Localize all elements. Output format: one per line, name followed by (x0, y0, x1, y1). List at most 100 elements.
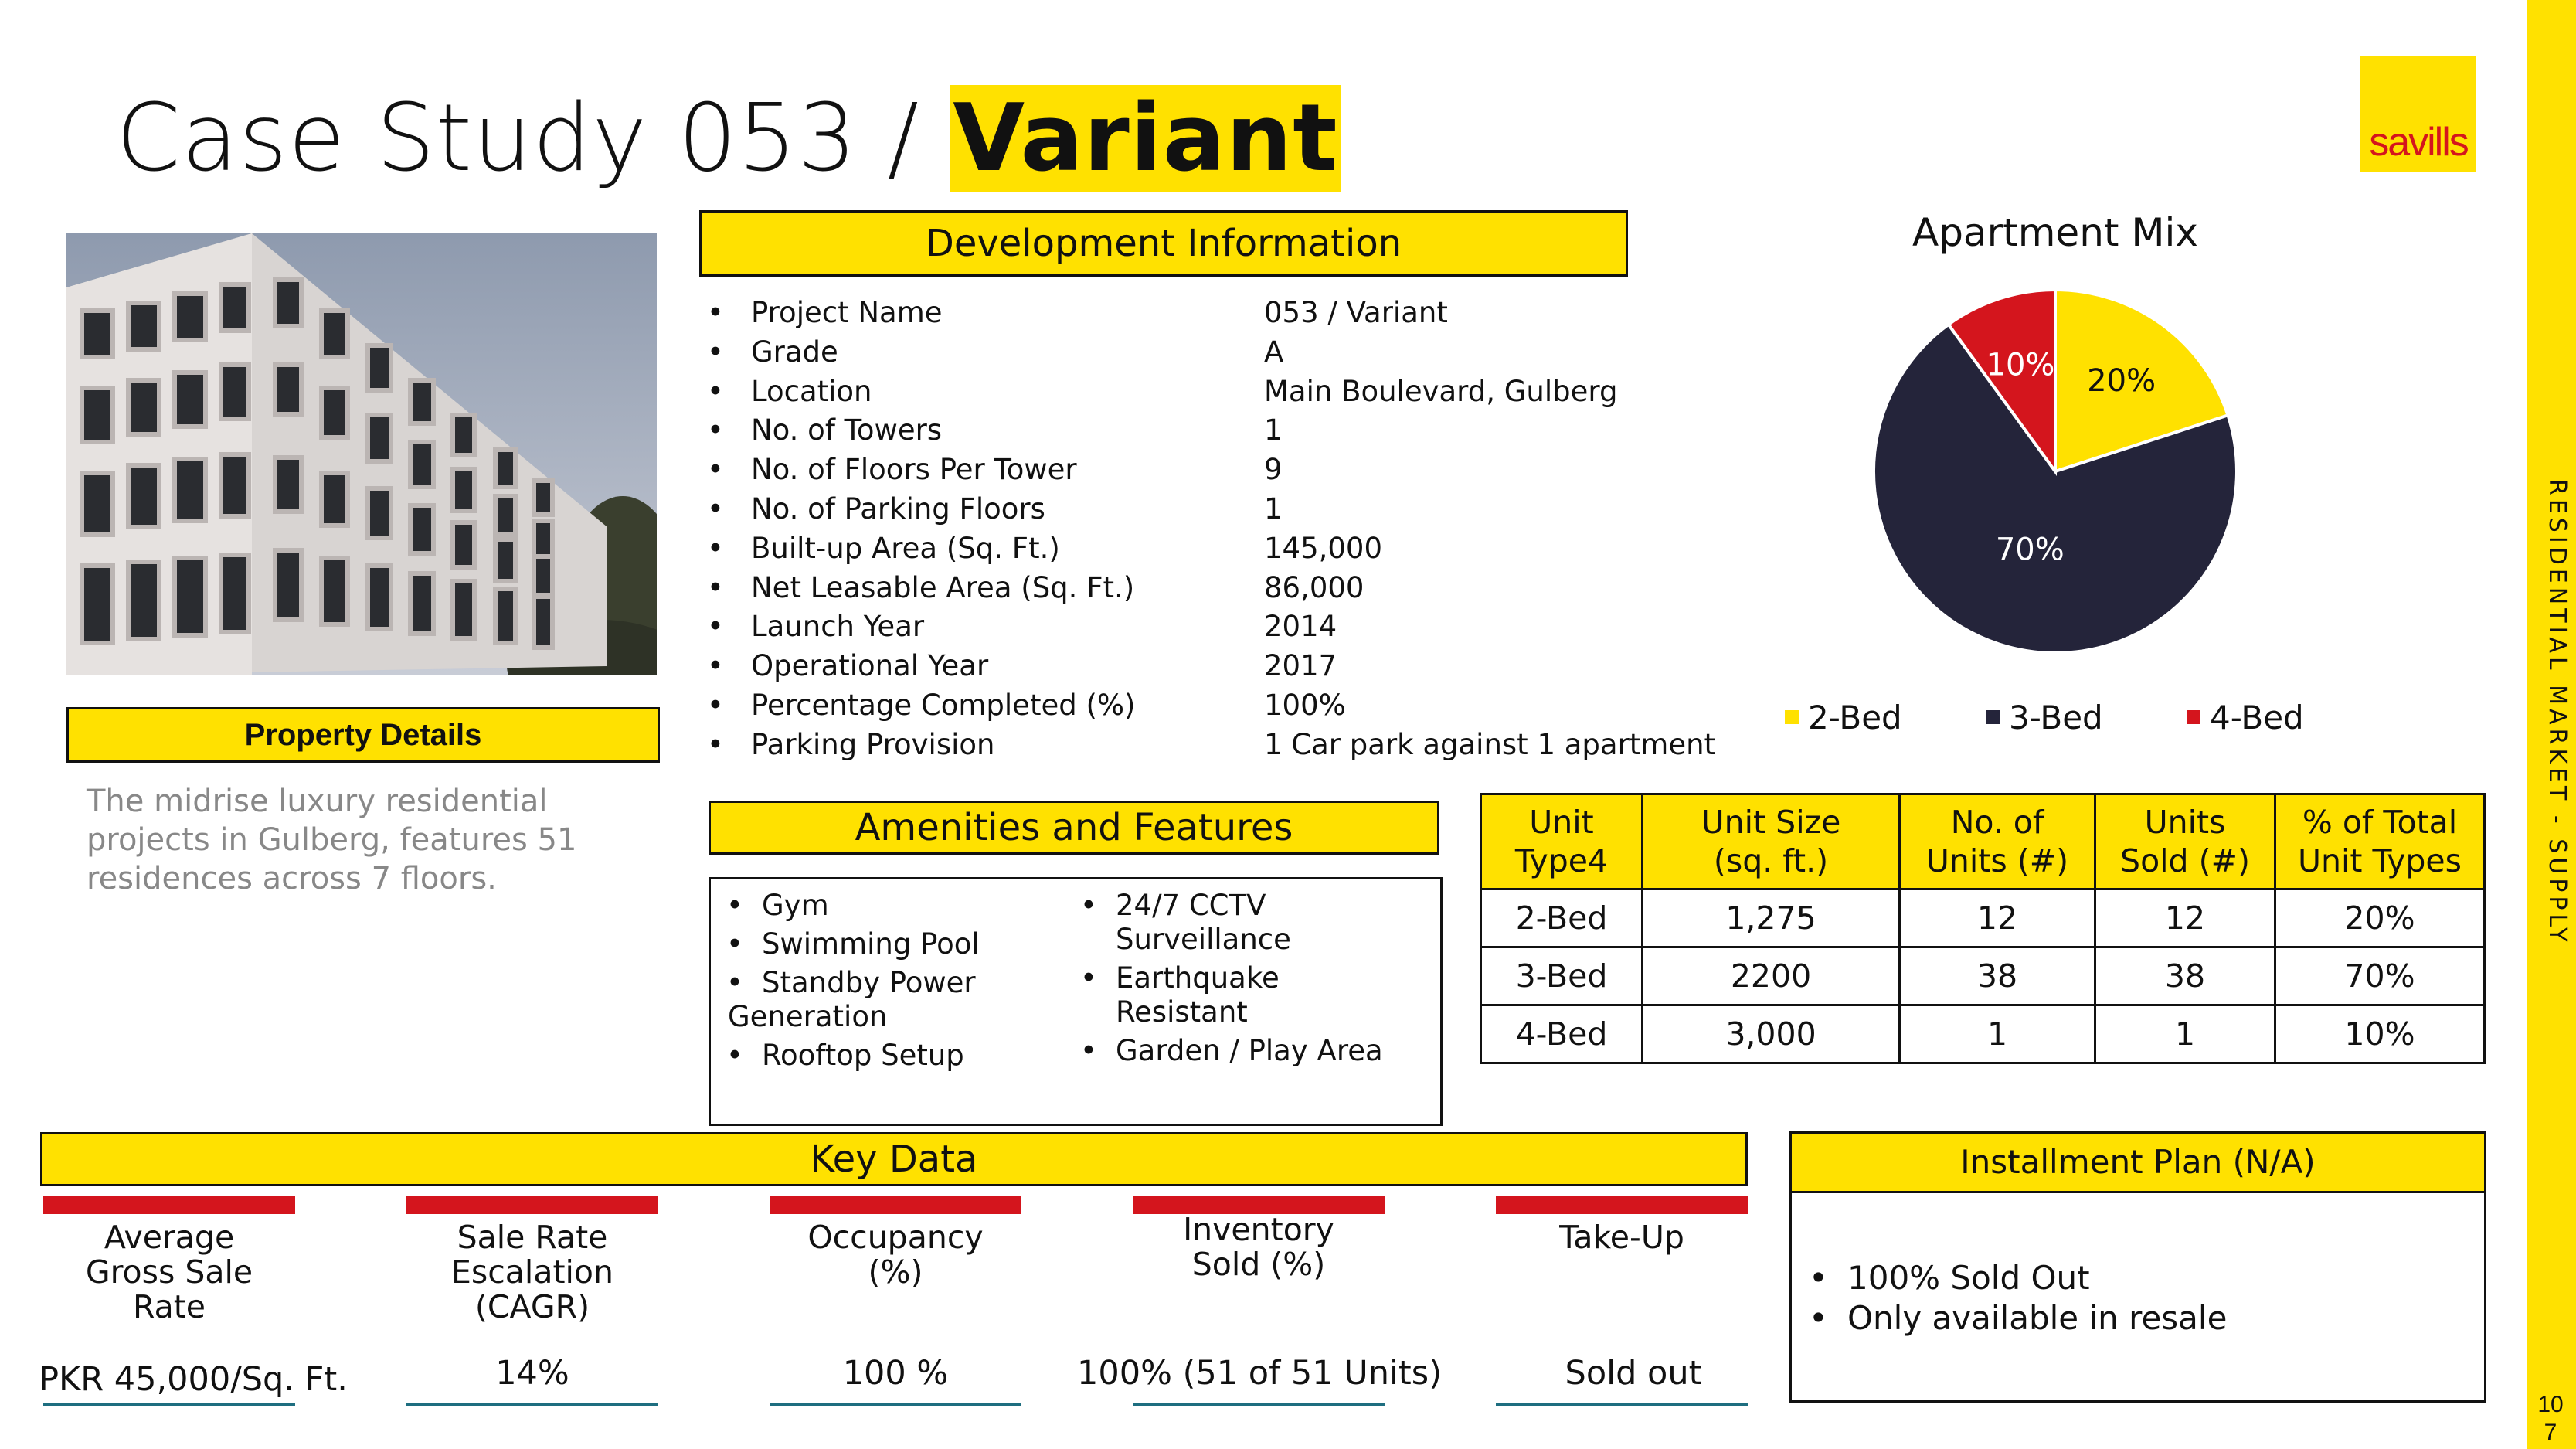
dev-value: 1 (1264, 492, 1283, 526)
key-data-item: Inventory Sold (%) (1133, 1196, 1385, 1282)
bullet: • (707, 492, 724, 526)
bullet: • (707, 570, 724, 604)
chart-legend: 2-Bed 3-Bed 4-Bed (1785, 699, 2304, 737)
dev-key: Percentage Completed (%) (751, 688, 1136, 722)
dev-key: Parking Provision (751, 727, 995, 761)
savills-logo: savills (2360, 56, 2476, 172)
dev-row: • Percentage Completed (%) 100% (707, 686, 1711, 726)
title-prefix: Case Study 053 / (116, 85, 950, 192)
key-data-label: Occupancy (%) (807, 1219, 984, 1291)
pie-slice-3-bed (1872, 322, 2238, 655)
key-data-value: 14% (495, 1354, 569, 1393)
chart-title: Apartment Mix (1912, 210, 2199, 255)
dev-key: No. of Towers (751, 413, 943, 447)
amenities-right-column: • 24/7 CCTV Surveillance • Earthquake Resi… (1079, 889, 1419, 1073)
amenity-label: Generation (728, 1000, 888, 1033)
bullet: • (707, 610, 724, 644)
table-row: 3-Bed 2200 38 38 70% (1480, 946, 2486, 1006)
key-data-value: Sold out (1565, 1354, 1702, 1393)
amenity-label: Gym (762, 889, 829, 922)
bullet: • (707, 335, 724, 369)
legend-label: 4-Bed (2210, 699, 2304, 736)
key-data-item: Take-Up (1496, 1196, 1748, 1255)
bullet: • (707, 531, 724, 565)
dev-row: • Parking Provision 1 Car park against 1 a… (707, 726, 1715, 765)
dev-key: Grade (751, 335, 838, 369)
amenity-item: • Rooftop Setup (726, 1039, 964, 1072)
amenity-label: 24/7 CCTV (1116, 889, 1266, 922)
amenities-left-column: • Gym • Swimming Pool • Standby Power Gener… (725, 889, 1065, 1077)
amenity-label: Rooftop Setup (762, 1039, 964, 1072)
table-cell: 2200 (1641, 946, 1901, 1006)
table-cell: 1 (1898, 1004, 2096, 1064)
legend-label: 3-Bed (2009, 699, 2103, 736)
page-title: Case Study 053 / Variant (116, 85, 1341, 193)
table-row: 2-Bed 1,275 12 12 20% (1480, 888, 2486, 948)
legend-item: 3-Bed (1986, 699, 2103, 736)
dev-key: No. of Floors Per Tower (751, 453, 1077, 487)
title-highlight: Variant (950, 85, 1341, 192)
amenity-label: Garden / Play Area (1116, 1034, 1383, 1067)
dev-row: • No. of Floors Per Tower 9 (707, 451, 1711, 490)
amenity-label: Standby Power (762, 966, 976, 999)
bullet: • (707, 727, 724, 761)
value-underline (1496, 1403, 1748, 1406)
table-header: Unit Size (sq. ft.) (1641, 793, 1901, 890)
dev-row: • Project Name 053 / Variant (707, 294, 1711, 333)
key-data-value: 100 % (842, 1354, 949, 1393)
dev-row: • Net Leasable Area (Sq. Ft.) 86,000 (707, 569, 1711, 608)
table-header-row: Unit Type4 Unit Size (sq. ft.) No. of Units… (1480, 793, 2486, 890)
dev-value: 1 Car park against 1 apartment (1264, 727, 1716, 761)
building-photo (66, 233, 657, 675)
apartment-mix-pie: 20% 70% 10% (1872, 287, 2238, 655)
pie-data-label: 70% (1996, 532, 2065, 568)
installment-item: 100% Sold Out (1847, 1259, 2090, 1297)
table-cell: 2-Bed (1480, 888, 1643, 948)
dev-value: 1 (1264, 413, 1283, 447)
property-details-heading: Property Details (66, 707, 660, 763)
table-cell: 12 (2094, 888, 2276, 948)
amenity-item-continued: Surveillance (1079, 923, 1419, 957)
key-data-marker (406, 1196, 658, 1214)
table-cell: 70% (2274, 946, 2486, 1006)
amenity-item: • Garden / Play Area (1080, 1034, 1383, 1067)
legend-swatch (1986, 709, 2000, 724)
dev-row: • No. of Towers 1 (707, 411, 1711, 451)
side-label: RESIDENTIAL MARKET - SUPPLY (2544, 479, 2571, 946)
list-item: • 100% Sold Out (1809, 1259, 2090, 1297)
amenity-item: • Earthquake Resistant (1080, 961, 1280, 1029)
legend-swatch (2187, 709, 2200, 724)
dev-value: 2014 (1264, 610, 1337, 644)
legend-label: 2-Bed (1808, 699, 1902, 736)
key-data-heading: Key Data (40, 1132, 1748, 1186)
table-cell: 1,275 (1641, 888, 1901, 948)
development-info-list: • Project Name 053 / Variant • Grade A • Loca… (707, 294, 1715, 765)
dev-value: 2017 (1264, 649, 1337, 683)
key-data-marker (1496, 1196, 1748, 1214)
table-cell: 38 (2094, 946, 2276, 1006)
amenity-item: • 24/7 CCTV (1080, 889, 1266, 922)
building-image (66, 233, 657, 675)
key-data-label: Average Gross Sale Rate (85, 1219, 253, 1325)
table-cell: 3-Bed (1480, 946, 1643, 1006)
table-header: Unit Type4 (1480, 793, 1643, 890)
key-data-marker (1133, 1196, 1385, 1214)
amenity-item: • Gym (726, 889, 829, 922)
table-cell: 1 (2094, 1004, 2276, 1064)
key-data-item: Sale Rate Escalation (CAGR) (406, 1196, 658, 1325)
amenities-box: • Gym • Swimming Pool • Standby Power Gener… (709, 877, 1443, 1126)
amenity-label: Earthquake Resistant (1116, 961, 1280, 1029)
legend-item: 2-Bed (1785, 699, 1902, 736)
bullet: • (707, 688, 724, 722)
key-data-label: Take-Up (1559, 1219, 1684, 1256)
development-info-heading: Development Information (699, 210, 1628, 277)
key-data-item: Occupancy (%) (770, 1196, 1021, 1290)
dev-value: 145,000 (1264, 531, 1383, 565)
pie-data-label: 10% (1986, 347, 2055, 383)
amenity-label: Surveillance (1116, 923, 1291, 956)
installment-plan-heading: Installment Plan (N/A) (1789, 1131, 2486, 1193)
installment-item: Only available in resale (1847, 1299, 2228, 1337)
table-cell: 20% (2274, 888, 2486, 948)
table-cell: 12 (1898, 888, 2096, 948)
dev-value: 053 / Variant (1264, 296, 1448, 329)
